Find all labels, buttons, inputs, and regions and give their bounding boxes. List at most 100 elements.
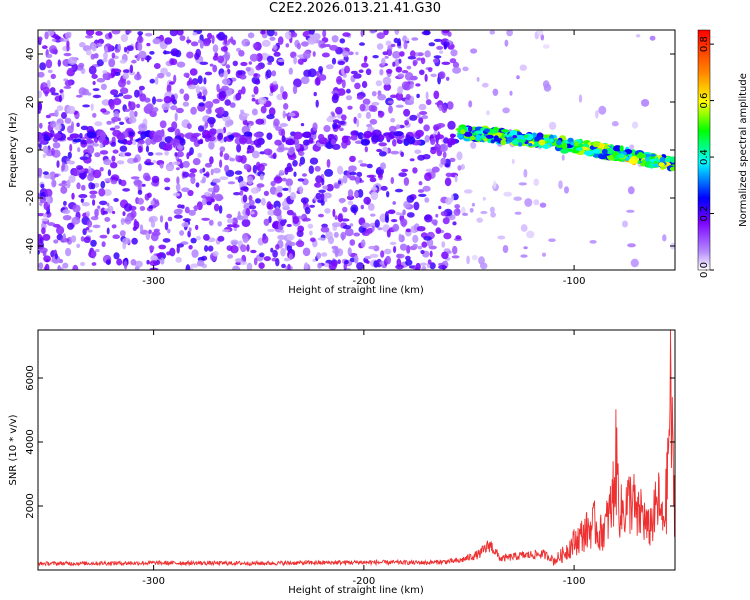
spectrogram-noise-blob bbox=[67, 151, 72, 159]
spectrogram-noise-blob bbox=[53, 49, 58, 55]
spectrogram-noise-blob bbox=[111, 155, 116, 162]
spectrogram-band-blob bbox=[53, 133, 62, 139]
spectrogram-noise-blob bbox=[278, 169, 285, 176]
spectrogram-noise-blob bbox=[207, 245, 214, 252]
spectrogram-noise-blob bbox=[447, 120, 456, 130]
spectrogram-noise-blob bbox=[246, 244, 250, 252]
spectrogram-noise-blob bbox=[72, 264, 79, 270]
spectrogram-noise-blob bbox=[439, 143, 449, 153]
spectrogram-noise-blob bbox=[126, 80, 131, 85]
spectrogram-noise-blob bbox=[344, 259, 349, 265]
spectrogram-noise-blob bbox=[239, 74, 247, 80]
spectrogram-noise-blob bbox=[369, 118, 378, 125]
spectrogram-noise-blob bbox=[204, 71, 213, 76]
spectrogram-noise-blob bbox=[64, 32, 72, 39]
spectrogram-noise-blob bbox=[272, 80, 278, 85]
spectrogram-noise-blob bbox=[361, 80, 368, 89]
spectrogram-signal-blob bbox=[517, 142, 523, 147]
spectrogram-noise-blob bbox=[62, 233, 66, 242]
spectrogram-noise-blob bbox=[256, 164, 265, 172]
spectrogram-noise-blob bbox=[137, 31, 144, 36]
spectrogram-noise-blob bbox=[195, 182, 200, 188]
snr-xtick-label: -300 bbox=[142, 576, 165, 587]
spectrogram-noise-blob bbox=[92, 112, 97, 118]
spectrogram-noise-blob bbox=[390, 94, 398, 99]
spectrogram-signal-blob bbox=[648, 162, 655, 169]
colorbar-tick-label: 0.8 bbox=[699, 36, 710, 52]
spectrogram-noise-blob bbox=[424, 135, 430, 143]
spectrogram-noise-blob bbox=[392, 201, 397, 205]
spectrogram-noise-blob bbox=[342, 206, 348, 213]
spectrogram-noise-blob bbox=[272, 222, 276, 229]
spectrogram-noise-blob bbox=[400, 151, 405, 157]
spectrogram-noise-blob bbox=[441, 241, 446, 248]
spectrogram-signal-blob bbox=[490, 129, 498, 134]
spectrogram-noise-blob bbox=[396, 253, 402, 259]
spectrogram-noise-blob bbox=[238, 50, 245, 57]
snr-ticks: -300 -200 -100 2000 4000 6000 bbox=[25, 330, 675, 587]
spectrogram-noise-blob bbox=[440, 157, 447, 165]
spectrogram-noise-blob bbox=[242, 233, 247, 239]
spectrogram-noise-blob bbox=[133, 179, 143, 186]
spectrogram-noise-blob bbox=[375, 80, 383, 87]
spectrogram-noise-blob bbox=[406, 212, 415, 218]
spectrogram-noise-blob bbox=[86, 219, 93, 228]
spectrogram-noise-blob bbox=[523, 246, 528, 250]
spectrogram-noise-blob bbox=[133, 110, 138, 118]
spectrogram-noise-blob bbox=[197, 139, 204, 145]
spectrogram-noise-blob bbox=[216, 83, 220, 93]
spectrogram-noise-blob bbox=[109, 101, 115, 110]
spectrogram-noise-blob bbox=[386, 229, 391, 238]
spectrogram-noise-blob bbox=[289, 192, 297, 201]
spectrogram-noise-blob bbox=[146, 42, 151, 47]
spectrogram-band-blob bbox=[239, 137, 248, 144]
spectrogram-signal-blob bbox=[533, 141, 539, 147]
spectrogram-noise-blob bbox=[317, 237, 326, 241]
spectrogram-noise-blob bbox=[392, 61, 396, 67]
spectrogram-noise-blob bbox=[281, 177, 287, 182]
spectrogram-band-blob bbox=[371, 135, 380, 143]
spectrogram-noise-blob bbox=[447, 250, 452, 254]
spectrogram-noise-blob bbox=[490, 212, 496, 218]
spectrogram-noise-blob bbox=[139, 206, 146, 211]
spectrogram-noise-blob bbox=[387, 45, 393, 51]
spectrogram-noise-blob bbox=[138, 123, 148, 132]
spectrogram-noise-blob bbox=[328, 262, 337, 270]
spectrogram-noise-blob bbox=[388, 125, 397, 133]
spectrogram-band-blob bbox=[415, 129, 425, 138]
spectrogram-noise-blob bbox=[452, 61, 460, 69]
spectrogram-noise-blob bbox=[42, 145, 49, 154]
spectrogram-noise-blob bbox=[344, 228, 354, 237]
spectrogram-noise-blob bbox=[489, 30, 496, 35]
spectrogram-noise-blob bbox=[254, 79, 261, 85]
spectrogram-noise-blob bbox=[295, 240, 305, 248]
spectrogram-noise-blob bbox=[94, 208, 99, 218]
spectrogram-noise-blob bbox=[53, 239, 59, 244]
spectrogram-noise-blob bbox=[259, 173, 264, 181]
spectrogram-noise-blob bbox=[542, 80, 550, 89]
spectrogram-noise-blob bbox=[283, 103, 289, 110]
spectrogram-noise-blob bbox=[431, 219, 438, 225]
spectrogram-noise-blob bbox=[133, 157, 138, 163]
spectrogram-noise-blob bbox=[289, 146, 295, 154]
spectrogram-noise-blob bbox=[54, 253, 59, 260]
spectrogram-band-blob bbox=[184, 133, 191, 138]
spectrogram-noise-blob bbox=[320, 43, 328, 48]
spectrogram-noise-blob bbox=[260, 52, 269, 61]
spectrogram-noise-blob bbox=[434, 102, 444, 106]
spectrogram-noise-blob bbox=[405, 228, 412, 233]
spectrogram-noise-blob bbox=[67, 125, 74, 134]
spectrogram-noise-blob bbox=[222, 229, 230, 233]
spectrogram-noise-blob bbox=[182, 101, 190, 107]
spectrogram-noise-blob bbox=[284, 167, 289, 175]
spectrogram-noise-blob bbox=[286, 162, 292, 171]
spectrogram-noise-blob bbox=[66, 105, 76, 115]
spectrogram-noise-blob bbox=[300, 197, 309, 204]
spectrogram-noise-blob bbox=[202, 88, 208, 97]
spectrogram-noise-blob bbox=[167, 216, 173, 222]
spectrogram-noise-blob bbox=[273, 208, 282, 217]
spectrogram-xlabel: Height of straight line (km) bbox=[288, 285, 424, 296]
spectrogram-noise-blob bbox=[110, 141, 116, 147]
spectrogram-noise-blob bbox=[630, 258, 639, 268]
spectrogram-noise-blob bbox=[202, 198, 207, 206]
